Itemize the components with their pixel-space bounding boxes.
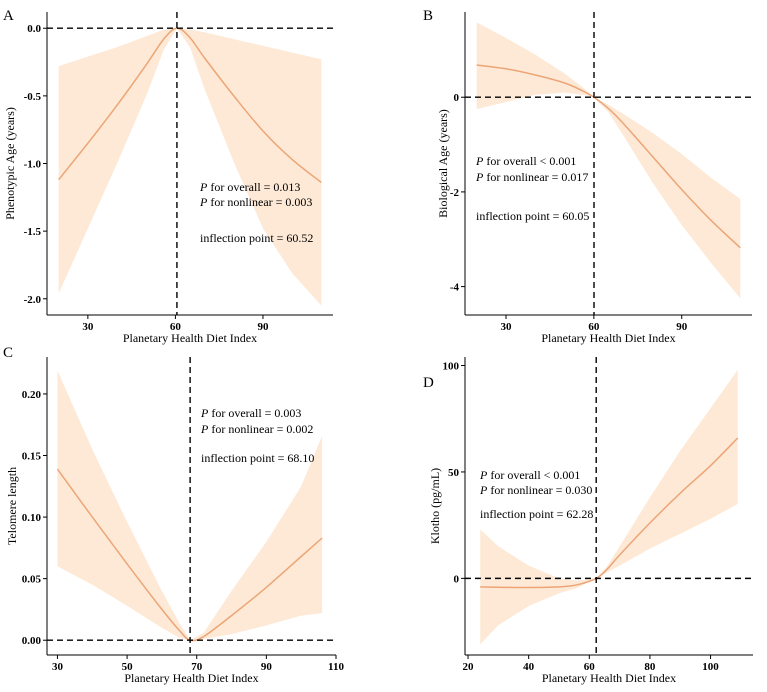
x-tick-label: 100: [702, 661, 719, 673]
y-tick-label: 100: [443, 361, 460, 373]
y-axis-title: Biological Age (years): [436, 109, 450, 218]
confidence-band: [480, 369, 738, 645]
y-tick-label: 50: [448, 467, 460, 479]
inflection-point-annotation: inflection point = 60.05: [476, 209, 589, 223]
y-tick-label: 0.0: [27, 23, 41, 35]
inflection-point-annotation: inflection point = 60.52: [200, 231, 313, 245]
x-axis-title: Planetary Health Diet Index: [123, 331, 257, 345]
panel-letter: B: [423, 8, 433, 24]
estimate-curve: [476, 64, 741, 249]
x-tick-label: 70: [191, 661, 203, 673]
y-tick-label: 0: [454, 92, 460, 104]
x-axis-title: Planetary Health Diet Index: [124, 671, 258, 685]
p-nonlinear-annotation: P for nonlinear = 0.002: [200, 422, 313, 436]
y-tick-label: -1.0: [24, 159, 42, 171]
p-overall-annotation: P for overall = 0.013: [199, 180, 300, 194]
x-tick-label: 60: [170, 321, 182, 333]
x-tick-label: 40: [523, 661, 535, 673]
inflection-point-annotation: inflection point = 68.10: [201, 451, 314, 465]
confidence-band: [476, 22, 741, 299]
x-tick-label: 60: [588, 321, 600, 333]
y-tick-label: 0.05: [22, 574, 42, 586]
y-tick-label: 0.10: [22, 512, 42, 524]
confidence-band: [58, 28, 322, 306]
x-axis-title: Planetary Health Diet Index: [541, 331, 675, 345]
panel-d: 20 40 60 80 100 0 50 100 Planetary Health Diet I…: [423, 357, 753, 685]
y-tick-label: -1.5: [24, 226, 42, 238]
x-tick-label: 90: [261, 661, 273, 673]
panel-letter: D: [423, 375, 434, 391]
p-overall-annotation: P for overall < 0.001: [475, 154, 576, 168]
panel-letter: A: [3, 8, 14, 24]
x-tick-label: 30: [52, 661, 64, 673]
x-tick-label: 30: [501, 321, 513, 333]
x-tick-label: 80: [644, 661, 656, 673]
y-tick-label: 0.00: [22, 635, 42, 647]
x-tick-label: 50: [122, 661, 134, 673]
p-nonlinear-annotation: P for nonlinear = 0.017: [475, 170, 588, 184]
y-tick-label: 0.15: [22, 451, 42, 463]
p-overall-annotation: P for overall < 0.001: [479, 468, 580, 482]
y-tick-label: 0.20: [22, 389, 42, 401]
x-tick-label: 90: [257, 321, 269, 333]
panel-a: 30 60 90 0.0 -0.5 -1.0 -1.5 -2.0 Planetary Healt…: [3, 8, 333, 345]
y-tick-label: -4: [450, 282, 460, 294]
inflection-point-annotation: inflection point = 62.28: [480, 507, 593, 521]
p-nonlinear-annotation: P for nonlinear = 0.003: [199, 195, 312, 209]
y-tick-label: 0: [454, 573, 460, 585]
x-tick-label: 90: [676, 321, 688, 333]
x-tick-label: 30: [82, 321, 94, 333]
x-tick-label: 110: [328, 661, 344, 673]
estimate-curve: [480, 437, 739, 589]
confidence-band: [57, 370, 323, 641]
x-axis-title: Planetary Health Diet Index: [542, 671, 676, 685]
y-tick-label: -2.0: [24, 294, 42, 306]
p-nonlinear-annotation: P for nonlinear = 0.030: [479, 483, 592, 497]
x-tick-label: 20: [463, 661, 475, 673]
p-overall-annotation: P for overall = 0.003: [200, 406, 301, 420]
y-axis-title: Telomere length: [5, 467, 19, 545]
y-axis-title: Phenotypic Age (years): [3, 107, 17, 220]
panel-c: 30 50 70 90 110 0.00 0.05 0.10 0.15 0.20 Planetary…: [3, 345, 344, 685]
y-tick-label: -0.5: [24, 91, 42, 103]
panel-letter: C: [3, 345, 13, 361]
x-tick-label: 60: [584, 661, 596, 673]
y-axis-title: Klotho (pg/mL): [428, 468, 442, 544]
panel-b: 30 60 90 0 -2 -4 Planetary Health Diet Index Bi…: [423, 8, 752, 345]
y-tick-label: -2: [450, 187, 460, 199]
estimate-curve: [58, 27, 322, 183]
